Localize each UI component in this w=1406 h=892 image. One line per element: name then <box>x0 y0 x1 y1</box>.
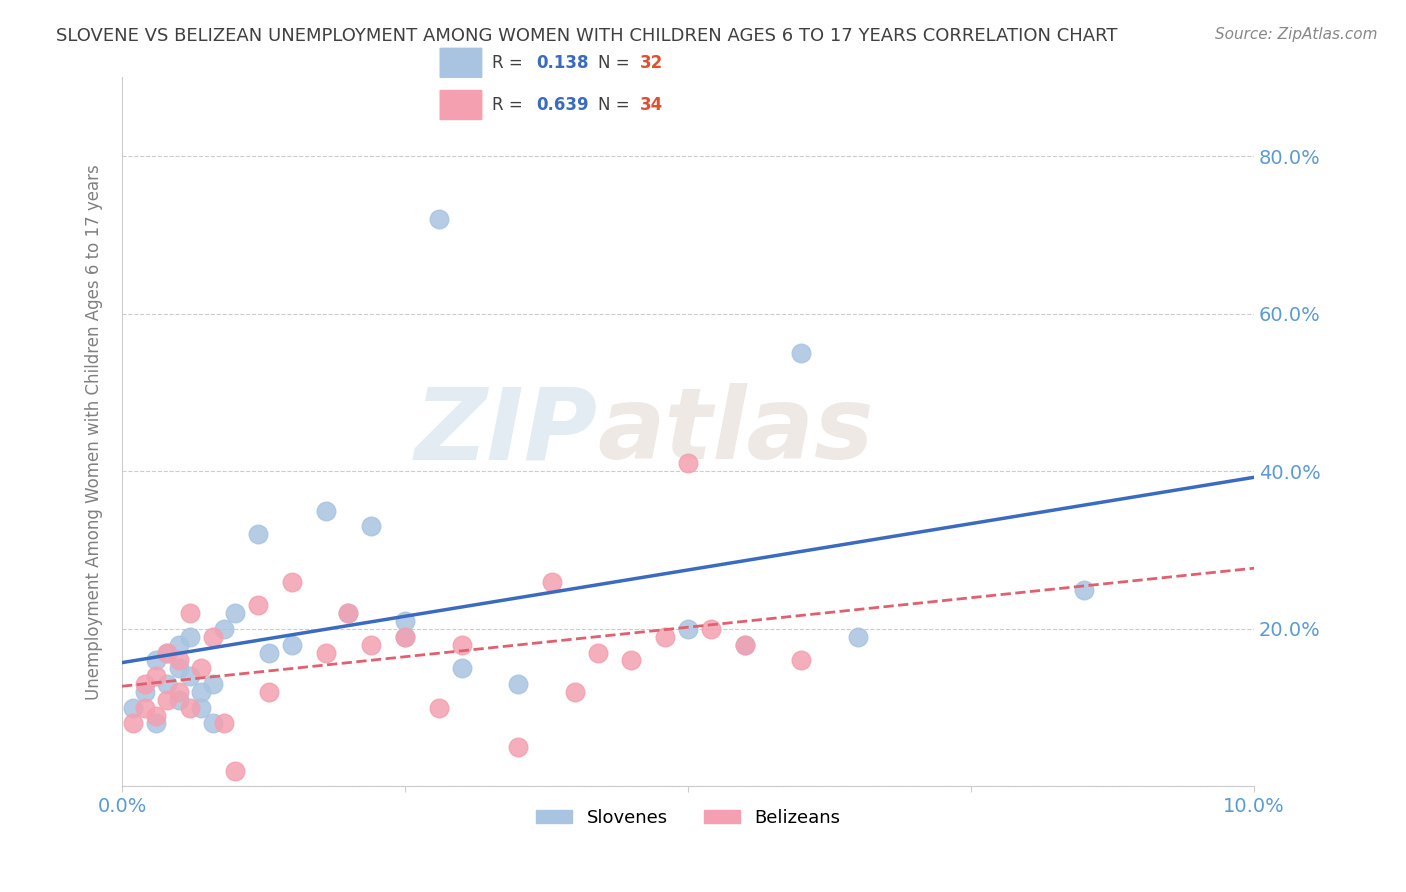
Point <box>167 653 190 667</box>
Text: 0.639: 0.639 <box>536 96 589 114</box>
Point <box>145 716 167 731</box>
Point <box>846 630 869 644</box>
Point <box>190 700 212 714</box>
Point <box>427 212 450 227</box>
Y-axis label: Unemployment Among Women with Children Ages 6 to 17 years: Unemployment Among Women with Children A… <box>86 164 103 700</box>
Text: N =: N = <box>599 96 636 114</box>
Text: 34: 34 <box>640 96 662 114</box>
Point <box>450 638 472 652</box>
FancyBboxPatch shape <box>439 89 484 121</box>
Point <box>145 669 167 683</box>
Text: 0.138: 0.138 <box>536 54 589 72</box>
Text: SLOVENE VS BELIZEAN UNEMPLOYMENT AMONG WOMEN WITH CHILDREN AGES 6 TO 17 YEARS CO: SLOVENE VS BELIZEAN UNEMPLOYMENT AMONG W… <box>56 27 1118 45</box>
Point <box>734 638 756 652</box>
Point <box>145 653 167 667</box>
Point <box>676 622 699 636</box>
Text: R =: R = <box>492 96 529 114</box>
Point <box>790 346 813 360</box>
Point <box>620 653 643 667</box>
Point <box>257 685 280 699</box>
Point <box>734 638 756 652</box>
Point <box>427 700 450 714</box>
Text: R =: R = <box>492 54 529 72</box>
Point <box>508 740 530 755</box>
Point <box>394 614 416 628</box>
Point <box>586 646 609 660</box>
Legend: Slovenes, Belizeans: Slovenes, Belizeans <box>529 802 848 834</box>
Text: Source: ZipAtlas.com: Source: ZipAtlas.com <box>1215 27 1378 42</box>
Point <box>201 716 224 731</box>
Point <box>167 661 190 675</box>
Point <box>179 700 201 714</box>
Point <box>201 630 224 644</box>
Point <box>541 574 564 589</box>
Point <box>156 646 179 660</box>
Point <box>167 638 190 652</box>
Point <box>315 504 337 518</box>
Point <box>156 677 179 691</box>
Point <box>224 764 246 778</box>
Point <box>315 646 337 660</box>
Point <box>122 700 145 714</box>
Point <box>564 685 586 699</box>
Point <box>676 457 699 471</box>
Point <box>134 677 156 691</box>
Point <box>167 685 190 699</box>
Point <box>360 638 382 652</box>
Point <box>134 700 156 714</box>
Point <box>394 630 416 644</box>
Point <box>145 708 167 723</box>
Point <box>281 638 304 652</box>
Point <box>394 630 416 644</box>
Point <box>1073 582 1095 597</box>
Point <box>450 661 472 675</box>
Point <box>360 519 382 533</box>
Point <box>281 574 304 589</box>
Text: atlas: atlas <box>598 384 875 481</box>
Point <box>337 606 360 620</box>
Point <box>134 685 156 699</box>
Point <box>179 606 201 620</box>
Point <box>257 646 280 660</box>
Point <box>167 693 190 707</box>
Text: 32: 32 <box>640 54 662 72</box>
Point <box>212 622 235 636</box>
Point <box>156 646 179 660</box>
Text: N =: N = <box>599 54 636 72</box>
Text: ZIP: ZIP <box>415 384 598 481</box>
Point <box>224 606 246 620</box>
Point <box>699 622 721 636</box>
Point <box>508 677 530 691</box>
Point <box>212 716 235 731</box>
Point <box>156 693 179 707</box>
Point <box>654 630 676 644</box>
Point <box>246 527 269 541</box>
Point <box>246 599 269 613</box>
Point <box>179 630 201 644</box>
Point <box>337 606 360 620</box>
Point <box>190 685 212 699</box>
Point <box>190 661 212 675</box>
Point <box>790 653 813 667</box>
Point <box>179 669 201 683</box>
FancyBboxPatch shape <box>439 47 484 78</box>
Point <box>201 677 224 691</box>
Point <box>122 716 145 731</box>
